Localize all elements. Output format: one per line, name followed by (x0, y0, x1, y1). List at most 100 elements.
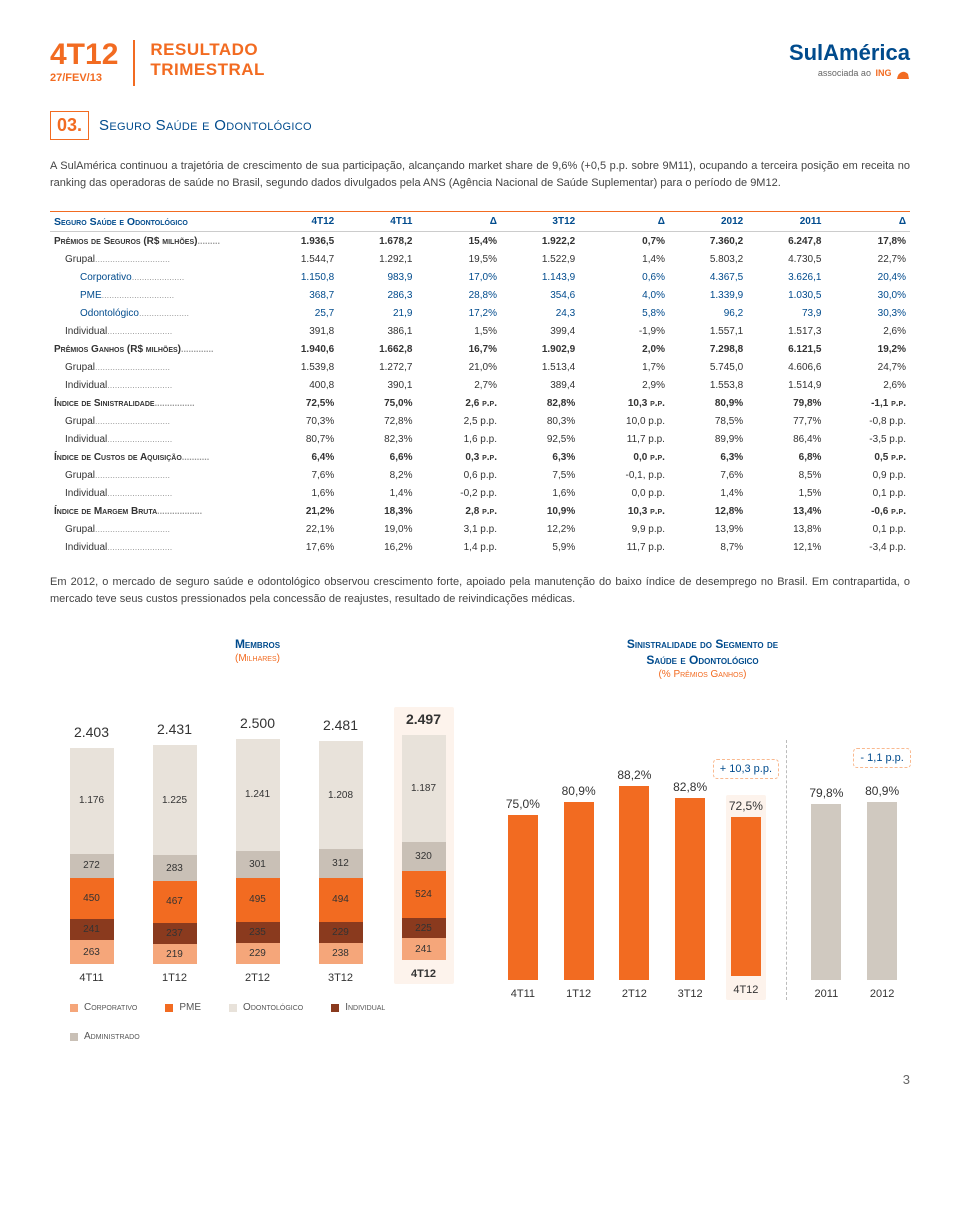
table-row: Grupal..............................1.54… (50, 250, 910, 268)
table-cell: 7,6% (260, 466, 338, 484)
loss-bar (675, 798, 705, 980)
logo-main: SulAmérica (789, 40, 910, 66)
outro-text: Em 2012, o mercado de seguro saúde e odo… (50, 574, 910, 607)
members-segment: 229 (236, 943, 280, 964)
members-segment: 229 (319, 922, 363, 943)
loss-column: 82,8%3T12 (670, 780, 710, 1000)
table-cell: 1.940,6 (260, 340, 338, 358)
legend-swatch-icon (70, 1004, 78, 1012)
members-segment: 495 (236, 878, 280, 923)
members-segment: 467 (153, 881, 197, 923)
table-cell: 1,4% (579, 250, 669, 268)
table-cell: 18,3% (338, 502, 416, 520)
table-cell: 286,3 (338, 286, 416, 304)
table-cell: 1.902,9 (501, 340, 579, 358)
table-cell: 20,4% (825, 268, 910, 286)
table-cell: 10,3 p.p. (579, 502, 669, 520)
table-cell: 0,1 p.p. (825, 484, 910, 502)
table-cell: 5,9% (501, 538, 579, 556)
members-xlabel: 3T12 (328, 972, 353, 984)
loss-chart-subtitle: (% Prêmios Ganhos) (495, 669, 910, 680)
table-cell: 16,7% (416, 340, 501, 358)
table-cell: 80,7% (260, 430, 338, 448)
table-cell: 2,5 p.p. (416, 412, 501, 430)
table-cell: 70,3% (260, 412, 338, 430)
table-cell: 1.150,8 (260, 268, 338, 286)
table-cell: 6,4% (260, 448, 338, 466)
loss-bar (564, 802, 594, 980)
members-segment: 1.241 (236, 739, 280, 851)
table-label-cell: Grupal.............................. (50, 358, 260, 376)
table-label-cell: Odontológico.................... (50, 304, 260, 322)
table-cell: 11,7 p.p. (579, 538, 669, 556)
table-cell: 22,7% (825, 250, 910, 268)
table-cell: 75,0% (338, 394, 416, 412)
table-cell: 0,0 p.p. (579, 484, 669, 502)
members-segment: 241 (70, 919, 114, 941)
legend-swatch-icon (229, 1004, 237, 1012)
table-cell: 4.730,5 (747, 250, 825, 268)
members-segment: 1.176 (70, 748, 114, 854)
members-segment: 1.225 (153, 745, 197, 855)
loss-column: 80,9%1T12 (559, 784, 599, 1000)
table-row: Índice de Margem Bruta..................… (50, 502, 910, 520)
legend-label: Odontológico (243, 1002, 303, 1013)
table-cell: -0,6 p.p. (825, 502, 910, 520)
table-cell: 96,2 (669, 304, 747, 322)
members-segment: 301 (236, 851, 280, 878)
table-cell: 13,9% (669, 520, 747, 538)
members-xlabel: 4T11 (79, 972, 103, 984)
table-cell: 7.360,2 (669, 232, 747, 251)
table-cell: 1,6% (260, 484, 338, 502)
loss-bar (508, 815, 538, 980)
members-total: 2.500 (240, 715, 275, 731)
table-cell: -0,8 p.p. (825, 412, 910, 430)
table-cell: 2,0% (579, 340, 669, 358)
table-cell: 89,9% (669, 430, 747, 448)
table-cell: 17,0% (416, 268, 501, 286)
table-cell: 1,4% (669, 484, 747, 502)
members-column: 2.4031.1762724502412634T11 (62, 724, 122, 984)
members-total: 2.497 (406, 711, 441, 727)
table-row: Individual..........................400,… (50, 376, 910, 394)
members-stack: 1.241301495235229 (236, 739, 280, 964)
table-cell: -1,1 p.p. (825, 394, 910, 412)
table-cell: 983,9 (338, 268, 416, 286)
table-cell: 19,0% (338, 520, 416, 538)
table-cell: 19,5% (416, 250, 501, 268)
charts-row: Membros (Milhares) 2.4031.17627245024126… (50, 637, 910, 1042)
table-cell: 11,7 p.p. (579, 430, 669, 448)
table-cell: 1.522,9 (501, 250, 579, 268)
table-header-cell: 2011 (747, 212, 825, 232)
members-segment: 320 (402, 842, 446, 871)
table-row: Grupal..............................7,6%… (50, 466, 910, 484)
table-cell: -3,5 p.p. (825, 430, 910, 448)
table-cell: 0,0 p.p. (579, 448, 669, 466)
table-cell: 6,3% (669, 448, 747, 466)
table-cell: 0,7% (579, 232, 669, 251)
period-box: 4T12 27/FEV/13 (50, 40, 118, 84)
logo-sub: associada ao ING (789, 67, 910, 80)
loss-value: 82,8% (673, 780, 707, 794)
result-box: RESULTADO TRIMESTRAL (150, 40, 265, 81)
table-cell: 8,7% (669, 538, 747, 556)
table-cell: 0,3 p.p. (416, 448, 501, 466)
table-cell: 21,9 (338, 304, 416, 322)
loss-bar (867, 802, 897, 980)
members-chart: 2.4031.1762724502412634T112.4311.2252834… (50, 684, 465, 984)
loss-xlabel: 4T12 (733, 984, 758, 996)
logo-assoc-text: associada ao (818, 68, 871, 78)
table-cell: 2,6 p.p. (416, 394, 501, 412)
section-num-box: 03. (50, 111, 89, 140)
table-cell: 78,5% (669, 412, 747, 430)
table-label-cell: Prêmios Ganhos (R$ milhões)............. (50, 340, 260, 358)
loss-column: - 1,1 p.p.80,9%2012 (862, 784, 902, 1000)
table-row: Índice de Custos de Aquisição...........… (50, 448, 910, 466)
table-cell: 10,9% (501, 502, 579, 520)
members-column: 2.5001.2413014952352292T12 (228, 715, 288, 984)
members-stack: 1.187320524225241 (402, 735, 446, 960)
table-label-cell: Índice de Margem Bruta.................. (50, 502, 260, 520)
members-segment: 1.187 (402, 735, 446, 842)
table-cell: 1.544,7 (260, 250, 338, 268)
table-cell: 80,9% (669, 394, 747, 412)
